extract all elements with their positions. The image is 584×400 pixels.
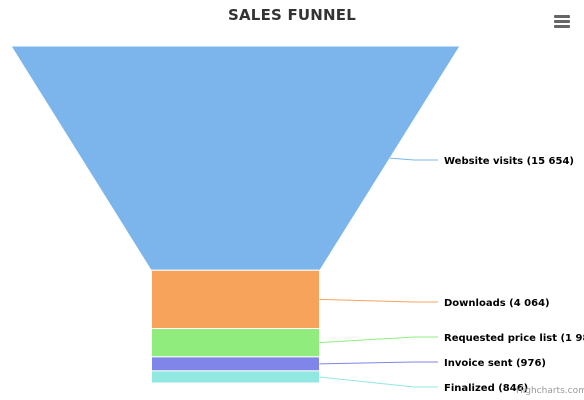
funnel-segment-requested-price-list[interactable] [151, 327, 320, 358]
funnel-segment-downloads[interactable] [150, 269, 321, 329]
funnel-segment-finalized[interactable] [151, 370, 320, 384]
data-label-3: Requested price list (1 987) [444, 333, 584, 344]
data-label-1: Website visits (15 654) [444, 156, 574, 167]
connector-line-3 [319, 336, 438, 344]
funnel-segment-invoice-sent[interactable] [151, 356, 320, 372]
hamburger-menu-icon[interactable] [553, 13, 571, 31]
data-label-2: Downloads (4 064) [444, 298, 550, 309]
credits-link[interactable]: Highcharts.com [516, 386, 584, 396]
connector-line-2 [319, 298, 438, 303]
data-label-4: Invoice sent (976) [444, 358, 546, 369]
menu-bar-middle [554, 20, 570, 23]
connector-line-4 [319, 361, 438, 365]
menu-bar-top [554, 15, 570, 18]
connector-line-1 [389, 157, 438, 161]
connector-line-5 [319, 376, 438, 388]
menu-bar-bottom [554, 25, 570, 28]
chart-title: SALES FUNNEL [228, 6, 356, 24]
data-label-5: Finalized (846) [444, 383, 528, 394]
